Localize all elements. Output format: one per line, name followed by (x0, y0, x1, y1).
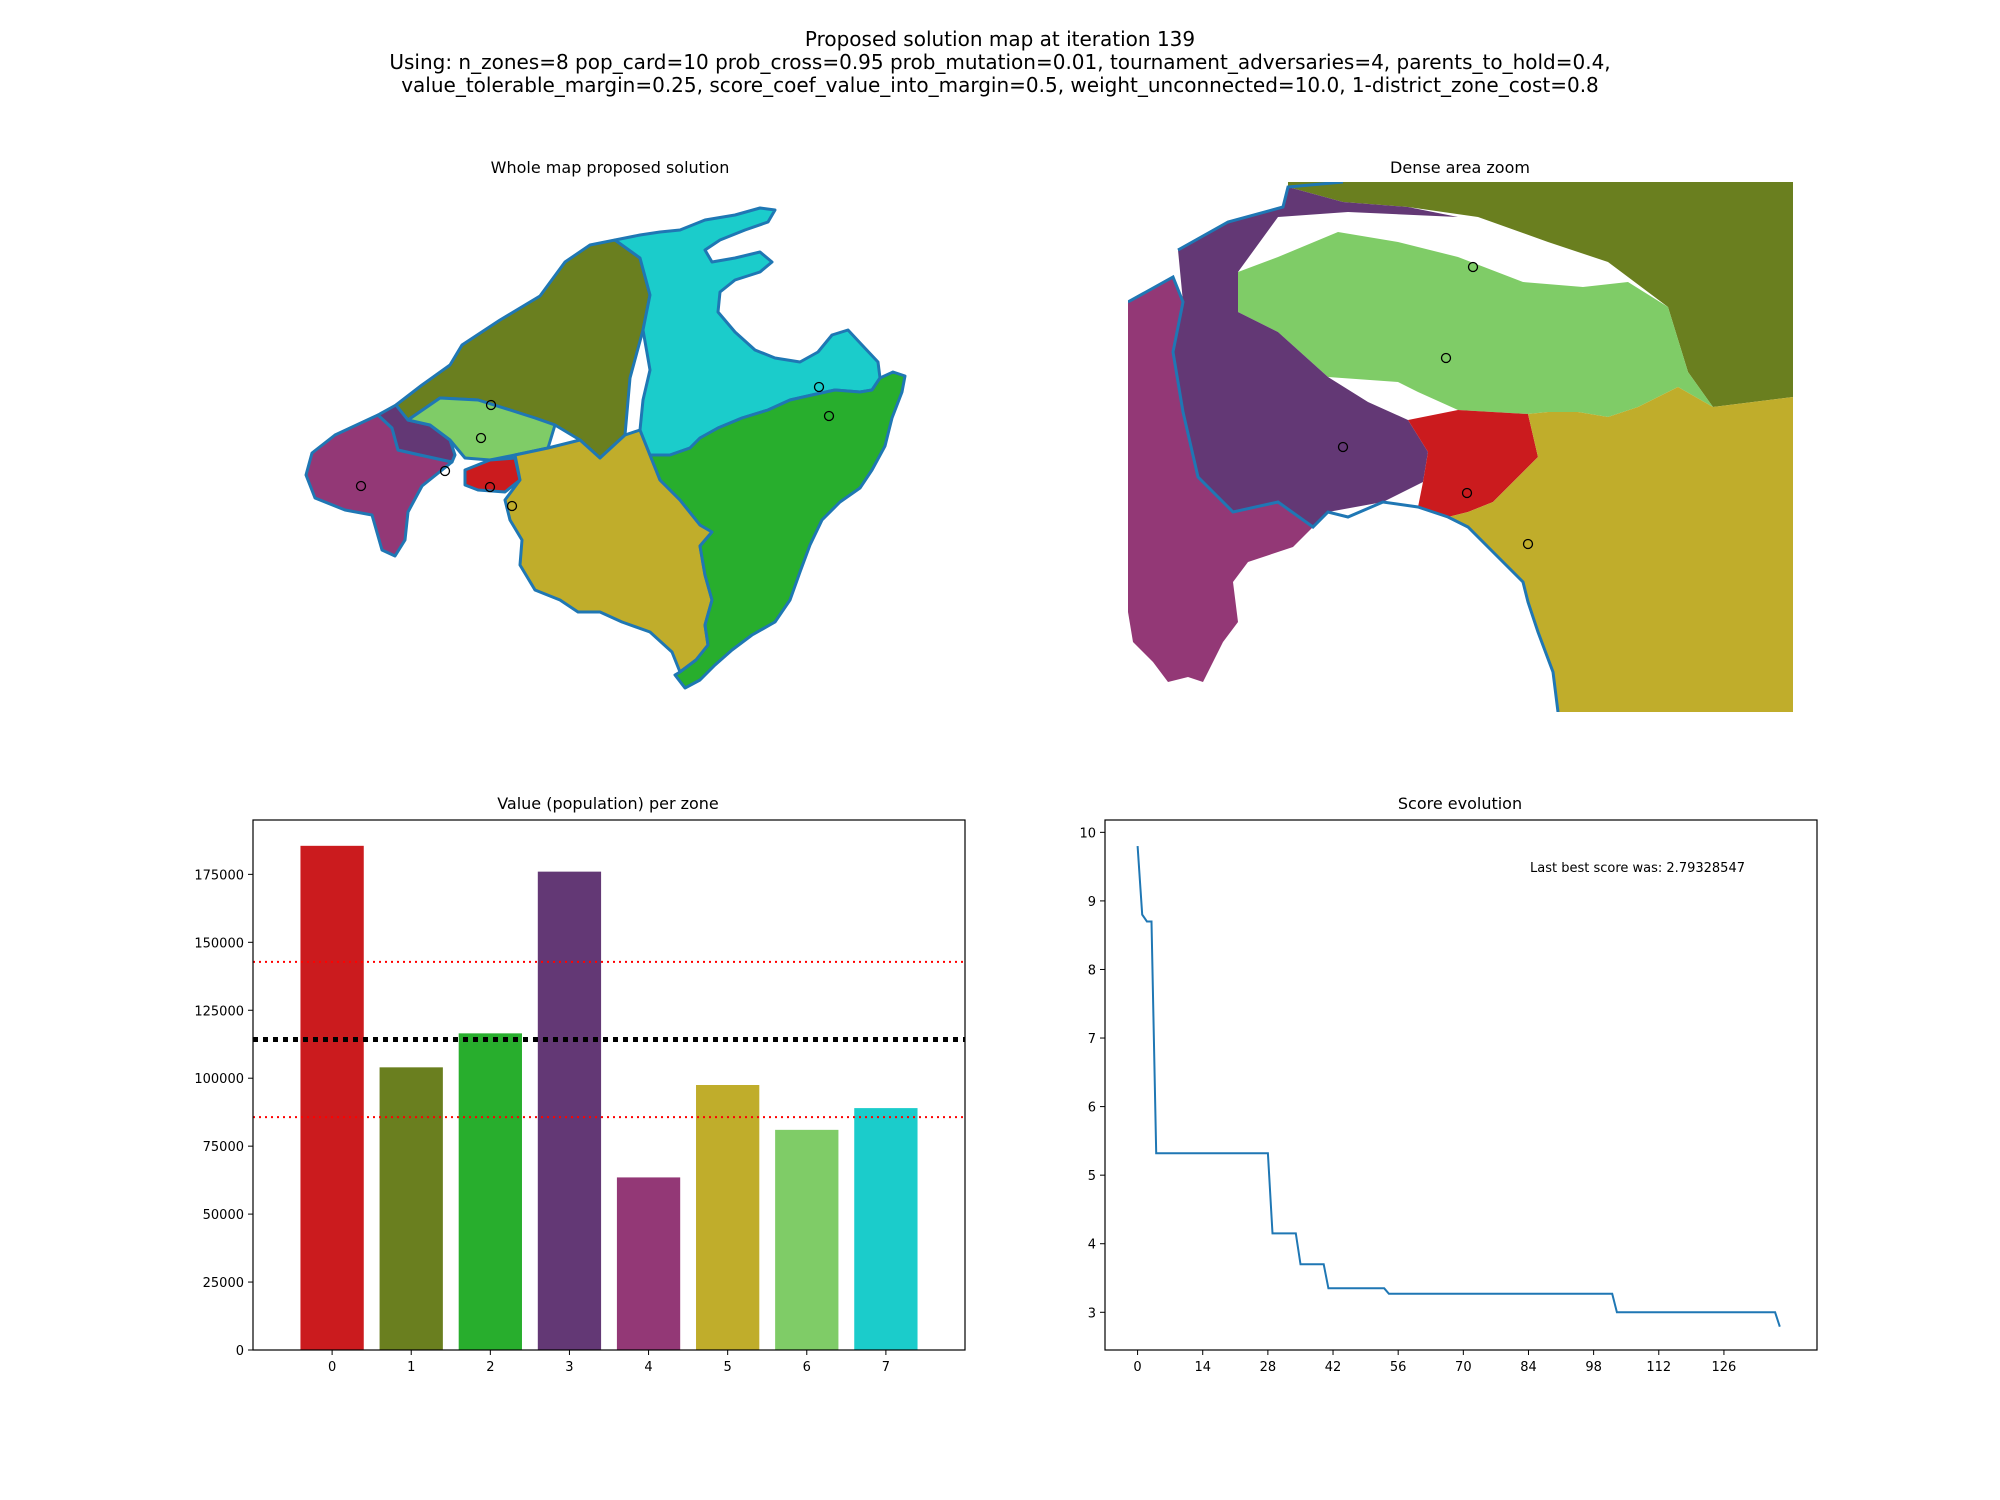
zoom-map-title: Dense area zoom (1390, 158, 1530, 177)
centroid-marker (485, 399, 497, 411)
y-tick-label: 10 (1079, 826, 1096, 841)
bar-zone-0 (300, 845, 364, 1350)
bar-zone-1 (379, 1067, 443, 1350)
centroid-marker (1337, 441, 1349, 453)
bar-zone-6 (775, 1129, 839, 1350)
y-tick-label: 9 (1088, 895, 1096, 910)
zoom-zone-5 (1448, 387, 1793, 712)
y-tick-label: 4 (1088, 1238, 1096, 1253)
y-tick-label: 8 (1088, 963, 1096, 978)
y-tick-label: 7 (1088, 1032, 1096, 1047)
centroid-marker (1461, 487, 1473, 499)
y-tick-label: 0 (236, 1344, 244, 1359)
x-tick-label: 84 (1520, 1360, 1537, 1375)
x-tick-label: 5 (724, 1360, 732, 1375)
bar-zone-4 (616, 1177, 681, 1350)
centroid-marker (823, 410, 835, 422)
centroid-marker (813, 381, 825, 393)
y-tick-label: 25000 (203, 1276, 244, 1291)
bar-zone-3 (537, 871, 602, 1350)
y-tick-label: 50000 (203, 1208, 244, 1223)
score-series-line (1136, 846, 1781, 1328)
line-plot-frame (1104, 819, 1818, 1351)
x-tick-label: 3 (565, 1360, 573, 1375)
zoom-zone-0 (1408, 410, 1538, 517)
map-zone-2 (648, 370, 907, 690)
whole-map (304, 206, 907, 690)
bar-plot-frame (252, 819, 966, 1351)
centroid-marker (1522, 538, 1534, 550)
centroid-marker (1467, 261, 1479, 273)
bar-zone-2 (458, 1033, 522, 1350)
centroid-marker (484, 481, 496, 493)
x-tick-label: 1 (407, 1360, 415, 1375)
zoom-zone-4 (1128, 277, 1328, 682)
y-tick-label: 75000 (203, 1140, 244, 1155)
bar-chart: Value (population) per zone 0 25000 50000 7… (194, 794, 966, 1375)
y-tick-label: 6 (1088, 1101, 1096, 1116)
zoom-map (1128, 182, 1793, 712)
bar-chart-title: Value (population) per zone (497, 794, 719, 813)
x-tick-label: 0 (328, 1360, 336, 1375)
map-zone-0 (463, 456, 522, 494)
y-tick-label: 3 (1088, 1306, 1096, 1321)
x-tick-label: 70 (1455, 1360, 1472, 1375)
y-tick-label: 125000 (194, 1004, 244, 1019)
figure-title: Proposed solution map at iteration 139 (804, 27, 1196, 51)
zoom-zone-6 (1238, 232, 1713, 417)
x-tick-label: 2 (486, 1360, 494, 1375)
y-tick-label: 175000 (194, 868, 244, 883)
bar-zone-5 (696, 1085, 760, 1350)
centroid-marker (439, 465, 451, 477)
zoom-zone-1 (1288, 182, 1793, 407)
best-score-annotation: Last best score was: 2.79328547 (1530, 861, 1745, 876)
centroid-marker (475, 432, 487, 444)
x-tick-label: 112 (1646, 1360, 1671, 1375)
x-tick-label: 56 (1390, 1360, 1407, 1375)
figure-params-line-2: value_tolerable_margin=0.25, score_coef_… (401, 73, 1599, 97)
x-tick-label: 14 (1194, 1360, 1211, 1375)
x-tick-label: 126 (1712, 1360, 1737, 1375)
y-tick-label: 5 (1088, 1169, 1096, 1184)
bar-zone-7 (854, 1108, 918, 1350)
y-tick-label: 150000 (194, 936, 244, 951)
x-tick-label: 6 (803, 1360, 811, 1375)
centroid-marker (355, 480, 367, 492)
figure-params-line-1: Using: n_zones=8 pop_card=10 prob_cross=… (389, 50, 1611, 74)
centroid-marker (506, 500, 518, 512)
x-tick-label: 4 (644, 1360, 652, 1375)
line-chart-title: Score evolution (1398, 794, 1522, 813)
x-tick-label: 98 (1585, 1360, 1602, 1375)
whole-map-title: Whole map proposed solution (490, 158, 730, 177)
x-tick-label: 42 (1325, 1360, 1342, 1375)
x-tick-label: 28 (1260, 1360, 1277, 1375)
x-tick-label: 0 (1133, 1360, 1141, 1375)
zoom-zone-3 (1173, 187, 1458, 527)
y-tick-label: 100000 (194, 1072, 244, 1087)
x-tick-label: 7 (882, 1360, 890, 1375)
centroid-marker (1440, 352, 1452, 364)
